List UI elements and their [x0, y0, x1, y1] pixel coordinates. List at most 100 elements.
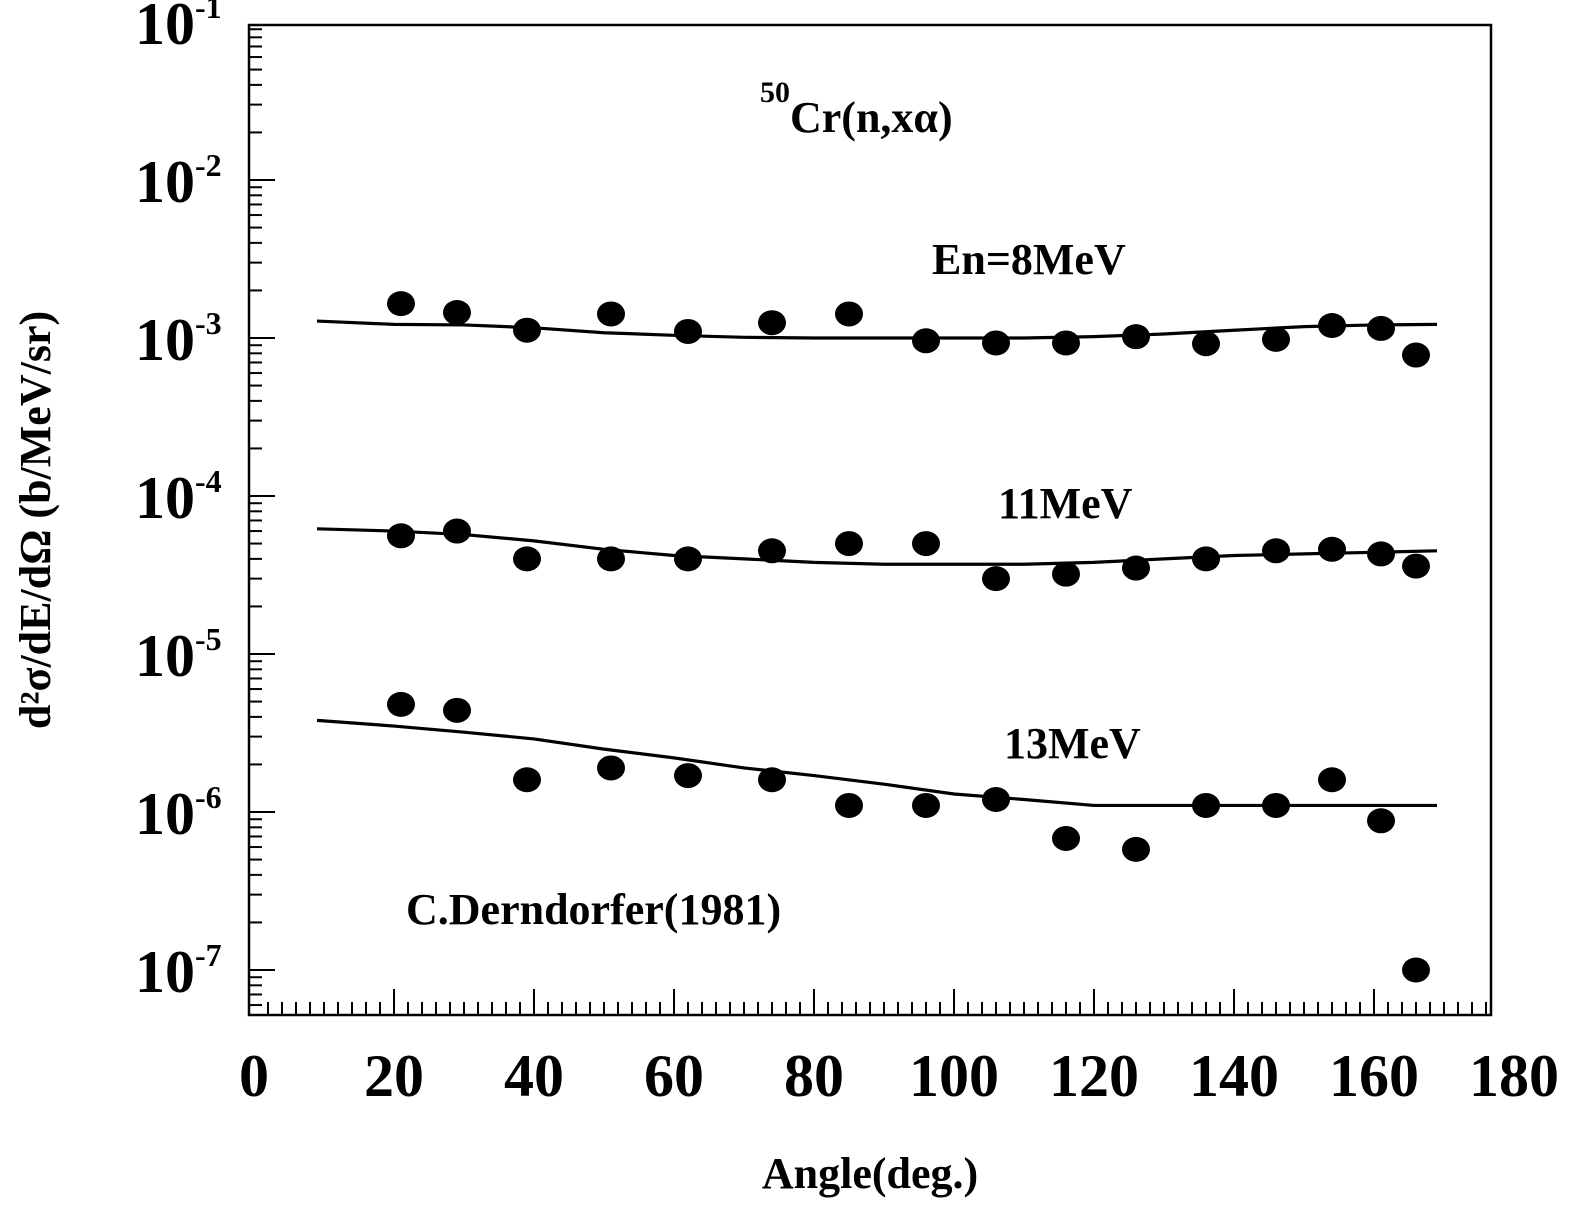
data-point-series-3 [513, 767, 541, 793]
y-tick-exponent: -7 [195, 937, 222, 973]
reaction-label: 50Cr(n,xα) [760, 76, 953, 142]
series-label-11mev: 11MeV [998, 479, 1133, 528]
data-point-series-1 [1402, 342, 1430, 368]
data-point-series-1 [1052, 330, 1080, 356]
model-curve-1 [316, 319, 1438, 340]
y-axis-tick-labels: 10-110-210-310-410-510-610-7 [135, 0, 222, 1005]
data-point-series-3 [1262, 792, 1290, 818]
y-tick-exponent: -5 [195, 621, 222, 657]
data-point-series-3 [443, 697, 471, 723]
y-tick-base: 10 [135, 939, 195, 1005]
data-point-series-2 [912, 531, 940, 557]
data-point-series-3 [912, 792, 940, 818]
x-axis-title: Angle(deg.) [762, 1149, 978, 1198]
data-point-series-3 [1318, 767, 1346, 793]
model-curve-2 [316, 527, 1438, 566]
data-point-series-3 [1192, 792, 1220, 818]
data-point-series-1 [912, 328, 940, 354]
y-tick-base: 10 [135, 149, 195, 215]
data-point-series-1 [1367, 315, 1395, 341]
data-point-series-1 [758, 310, 786, 336]
reaction-mass-number: 50 [760, 76, 790, 109]
x-axis-ticks [267, 989, 1487, 1015]
x-axis-tick-labels: 0 20 40 60 80 100 120 140 160 180 [239, 1043, 1559, 1109]
y-tick-base: 10 [135, 307, 195, 373]
x-tick-label: 140 [1189, 1043, 1279, 1109]
data-point-series-3 [597, 755, 625, 781]
data-point-series-1 [1192, 331, 1220, 357]
data-point-series-3 [1122, 836, 1150, 862]
y-tick-exponent: -4 [195, 463, 222, 499]
data-point-series-3 [835, 792, 863, 818]
data-point-series-2 [1367, 541, 1395, 567]
model-curves [316, 319, 1438, 808]
data-point-series-2 [1402, 553, 1430, 579]
data-point-series-2 [1122, 555, 1150, 581]
y-tick-exponent: -6 [195, 779, 222, 815]
y-tick-base: 10 [135, 781, 195, 847]
data-point-series-2 [835, 531, 863, 557]
y-tick-label: 10-5 [135, 621, 222, 689]
data-point-series-2 [513, 546, 541, 572]
model-curve-3 [316, 718, 1437, 808]
data-points [387, 291, 1430, 983]
x-tick-label: 40 [504, 1043, 564, 1109]
data-point-series-1 [674, 318, 702, 344]
x-tick-label: 80 [784, 1043, 844, 1109]
data-point-series-2 [982, 566, 1010, 592]
y-tick-label: 10-7 [135, 937, 222, 1005]
data-point-series-3 [1052, 825, 1080, 851]
data-point-series-2 [443, 518, 471, 544]
x-tick-label: 180 [1469, 1043, 1559, 1109]
y-tick-label: 10-4 [135, 463, 222, 531]
y-tick-label: 10-2 [135, 147, 222, 215]
data-point-series-1 [982, 330, 1010, 356]
data-point-series-2 [1262, 538, 1290, 564]
series-label-en-8mev: En=8MeV [932, 235, 1126, 284]
reference-label: C.Derndorfer(1981) [406, 885, 781, 934]
y-tick-label: 10-6 [135, 779, 222, 847]
y-tick-base: 10 [135, 623, 195, 689]
data-point-series-2 [597, 546, 625, 572]
y-tick-label: 10-3 [135, 305, 222, 373]
y-tick-base: 10 [135, 0, 195, 57]
data-point-series-1 [597, 301, 625, 327]
series-label-13mev: 13MeV [1004, 719, 1141, 768]
data-point-series-1 [835, 301, 863, 327]
data-point-series-3 [1367, 808, 1395, 834]
y-tick-exponent: -2 [195, 147, 222, 183]
x-tick-label: 160 [1329, 1043, 1419, 1109]
data-point-series-2 [1192, 546, 1220, 572]
y-axis-ticks [249, 28, 275, 1007]
x-tick-label: 120 [1049, 1043, 1139, 1109]
x-tick-label: 0 [239, 1043, 269, 1109]
x-tick-label: 60 [644, 1043, 704, 1109]
data-point-series-2 [1052, 561, 1080, 587]
data-point-series-2 [1318, 536, 1346, 562]
data-point-series-2 [387, 523, 415, 549]
data-point-series-3 [982, 786, 1010, 812]
data-point-series-2 [758, 538, 786, 564]
data-point-series-2 [674, 546, 702, 572]
y-tick-exponent: -3 [195, 305, 222, 341]
y-tick-base: 10 [135, 465, 195, 531]
data-point-series-1 [1262, 326, 1290, 352]
data-point-series-3 [674, 763, 702, 789]
data-point-series-3 [758, 767, 786, 793]
data-point-series-3 [1402, 957, 1430, 983]
data-point-series-1 [1122, 324, 1150, 350]
x-tick-label: 20 [364, 1043, 424, 1109]
data-point-series-1 [443, 300, 471, 326]
data-point-series-3 [387, 691, 415, 717]
y-tick-label: 10-1 [135, 0, 222, 57]
data-point-series-1 [513, 317, 541, 343]
plot-frame [247, 23, 1493, 1017]
x-tick-label: 100 [909, 1043, 999, 1109]
data-point-series-1 [1318, 312, 1346, 338]
y-tick-exponent: -1 [195, 0, 222, 25]
y-axis-title: d²σ/dE/dΩ (b/MeV/sr) [11, 311, 60, 729]
data-point-series-1 [387, 291, 415, 317]
reaction-formula: Cr(n,xα) [790, 93, 953, 142]
